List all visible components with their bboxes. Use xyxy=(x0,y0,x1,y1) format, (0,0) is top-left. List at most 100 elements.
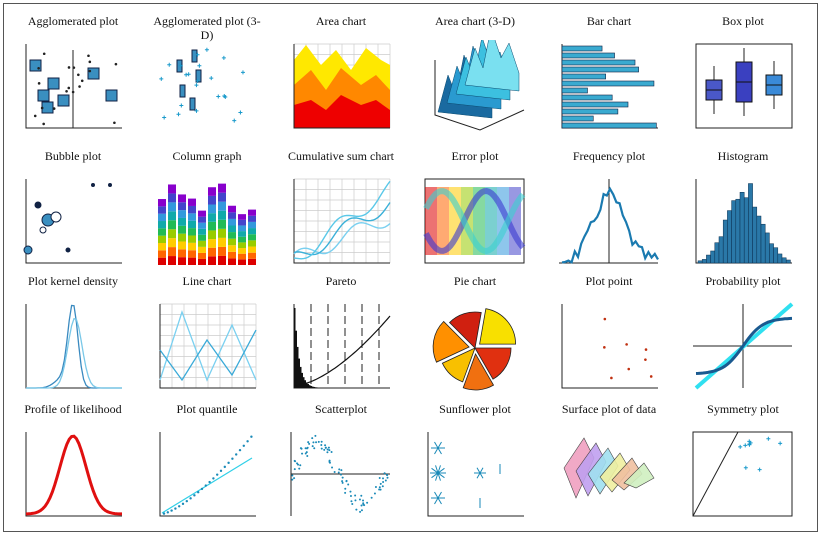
point xyxy=(242,444,245,447)
bar xyxy=(561,52,615,59)
segment xyxy=(168,220,176,230)
point xyxy=(330,451,333,454)
frame xyxy=(692,431,793,517)
box xyxy=(29,59,42,72)
bubble xyxy=(23,245,33,255)
cross xyxy=(186,72,191,77)
thumbnail: Symmetry plot xyxy=(676,394,810,522)
thumbnail: Frequency plot xyxy=(542,141,676,269)
point xyxy=(166,511,169,514)
segment xyxy=(238,248,246,254)
cross xyxy=(766,436,771,441)
bubble xyxy=(108,183,112,187)
bar xyxy=(769,243,774,264)
point xyxy=(216,473,219,476)
axes xyxy=(427,432,524,517)
axes xyxy=(434,60,525,131)
segment xyxy=(238,214,246,220)
point xyxy=(354,494,357,497)
point xyxy=(311,445,314,448)
segment xyxy=(208,239,216,248)
segment xyxy=(198,222,206,229)
segment xyxy=(168,211,176,221)
segment xyxy=(198,258,206,265)
segment xyxy=(248,221,256,229)
box xyxy=(191,49,198,63)
bar xyxy=(295,330,297,388)
thumbnail-icon xyxy=(427,432,524,517)
point xyxy=(238,448,242,452)
point xyxy=(360,494,363,497)
point xyxy=(293,477,296,480)
point xyxy=(381,485,384,488)
segment xyxy=(218,246,226,256)
thumbnail-icon xyxy=(695,179,792,264)
cross xyxy=(194,108,199,113)
axes xyxy=(25,432,122,517)
dot xyxy=(65,89,68,93)
box xyxy=(47,77,60,90)
segment xyxy=(208,204,216,214)
thumbnail-icon xyxy=(25,44,122,129)
segment xyxy=(218,228,226,238)
point xyxy=(328,460,331,463)
point xyxy=(340,469,343,472)
cross xyxy=(240,70,245,75)
thumbnail: Area chart xyxy=(274,6,408,134)
point xyxy=(360,509,363,512)
dot xyxy=(80,79,84,83)
cross xyxy=(238,110,243,115)
cross xyxy=(222,94,227,99)
point xyxy=(359,510,362,513)
point xyxy=(208,480,211,484)
cross xyxy=(195,78,200,83)
thumbnail: Profile of likelihood xyxy=(6,394,140,522)
point xyxy=(379,488,382,491)
thumbnail: Sunflower plot xyxy=(408,394,542,522)
segment xyxy=(158,199,166,207)
dot xyxy=(42,122,45,126)
point xyxy=(326,448,329,451)
bar xyxy=(310,385,312,388)
dot xyxy=(77,73,80,77)
petal xyxy=(431,467,445,479)
point xyxy=(304,452,307,455)
cross xyxy=(176,112,181,117)
bar xyxy=(561,101,629,108)
point xyxy=(315,441,318,444)
point xyxy=(382,480,385,483)
bar xyxy=(785,259,791,264)
point xyxy=(341,480,344,483)
segment xyxy=(158,221,166,229)
thumbnail: Plot quantile xyxy=(140,394,274,522)
segment xyxy=(208,247,216,257)
bar xyxy=(756,215,762,264)
point xyxy=(246,440,249,443)
bar xyxy=(315,387,317,388)
thumbnail: Plot kernel density xyxy=(6,266,140,394)
box xyxy=(195,69,202,83)
point xyxy=(384,479,387,482)
point xyxy=(374,486,377,489)
point xyxy=(306,447,309,450)
bar xyxy=(301,372,303,388)
segment xyxy=(168,238,176,248)
dot xyxy=(37,82,41,85)
dot xyxy=(113,121,116,125)
thumbnail-label: Agglomerated plot (3-D) xyxy=(153,14,261,42)
bubble xyxy=(39,226,47,234)
line xyxy=(159,329,257,382)
point xyxy=(370,496,373,499)
gallery: Agglomerated plot Agglomerated plot (3-D)… xyxy=(3,3,818,532)
segment xyxy=(198,246,206,253)
thumbnail-label: Pie chart xyxy=(453,274,497,288)
thumbnail-icon xyxy=(692,431,793,517)
segment xyxy=(218,255,226,265)
bar xyxy=(718,236,724,264)
point xyxy=(320,443,323,446)
bar xyxy=(306,382,308,388)
segment xyxy=(198,228,206,235)
thumbnail: Probability plot xyxy=(676,266,810,394)
dot xyxy=(40,106,44,110)
point xyxy=(349,495,352,498)
